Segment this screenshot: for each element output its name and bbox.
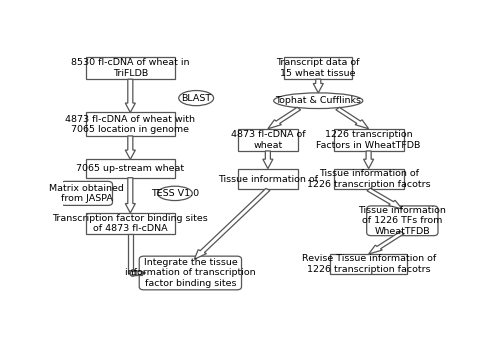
Polygon shape (336, 107, 368, 129)
Text: Tophat & Cufflinks: Tophat & Cufflinks (275, 96, 361, 105)
Polygon shape (128, 234, 133, 273)
FancyBboxPatch shape (238, 129, 298, 151)
FancyBboxPatch shape (238, 168, 298, 190)
Text: Transcription factor binding sites
of 4873 fl-cDNA: Transcription factor binding sites of 48… (52, 214, 208, 233)
Text: 1226 transcription
Factors in WheatTFDB: 1226 transcription Factors in WheatTFDB (316, 130, 421, 149)
FancyBboxPatch shape (86, 113, 175, 136)
Text: TESS V1.0: TESS V1.0 (151, 189, 199, 198)
Text: Tissue information
of 1226 TFs from
WheatTFDB: Tissue information of 1226 TFs from Whea… (358, 206, 446, 236)
FancyBboxPatch shape (60, 181, 112, 205)
Polygon shape (367, 188, 402, 209)
Text: 7065 up-stream wheat: 7065 up-stream wheat (76, 164, 184, 173)
FancyBboxPatch shape (330, 254, 407, 274)
Text: 4873 fl-cDNA of wheat with
7065 location in genome: 4873 fl-cDNA of wheat with 7065 location… (66, 115, 196, 134)
Ellipse shape (158, 186, 192, 201)
Text: Tissue information of: Tissue information of (218, 175, 318, 183)
Text: 4873 fl-cDNA of
wheat: 4873 fl-cDNA of wheat (230, 130, 305, 149)
FancyBboxPatch shape (86, 57, 175, 79)
Ellipse shape (274, 93, 363, 108)
Polygon shape (268, 107, 300, 129)
Text: Revise Tissue information of
1226 transcription facotrs: Revise Tissue information of 1226 transc… (302, 254, 436, 274)
Polygon shape (313, 79, 324, 93)
FancyBboxPatch shape (284, 57, 352, 79)
Ellipse shape (179, 91, 214, 106)
Text: Integrate the tissue
information of transcription
factor binding sites: Integrate the tissue information of tran… (125, 258, 256, 288)
Text: Matrix obtained
from JASPA: Matrix obtained from JASPA (49, 184, 124, 203)
FancyBboxPatch shape (334, 168, 404, 190)
Polygon shape (364, 151, 374, 168)
FancyBboxPatch shape (86, 159, 175, 178)
FancyBboxPatch shape (139, 256, 242, 290)
Text: Transcript data of
15 wheat tissue: Transcript data of 15 wheat tissue (276, 58, 360, 78)
Polygon shape (126, 136, 136, 159)
FancyBboxPatch shape (366, 206, 438, 236)
Text: 8530 fl-cDNA of wheat in
TriFLDB: 8530 fl-cDNA of wheat in TriFLDB (71, 58, 190, 78)
FancyBboxPatch shape (86, 213, 175, 234)
Text: Tissue information of
1226 transcription facotrs: Tissue information of 1226 transcription… (307, 169, 430, 189)
Polygon shape (194, 188, 270, 259)
FancyBboxPatch shape (334, 129, 404, 151)
Polygon shape (132, 270, 146, 276)
Polygon shape (263, 151, 273, 168)
Polygon shape (130, 271, 142, 275)
Polygon shape (126, 178, 136, 213)
Polygon shape (126, 79, 136, 113)
Polygon shape (368, 231, 404, 254)
Text: BLAST: BLAST (181, 94, 211, 103)
